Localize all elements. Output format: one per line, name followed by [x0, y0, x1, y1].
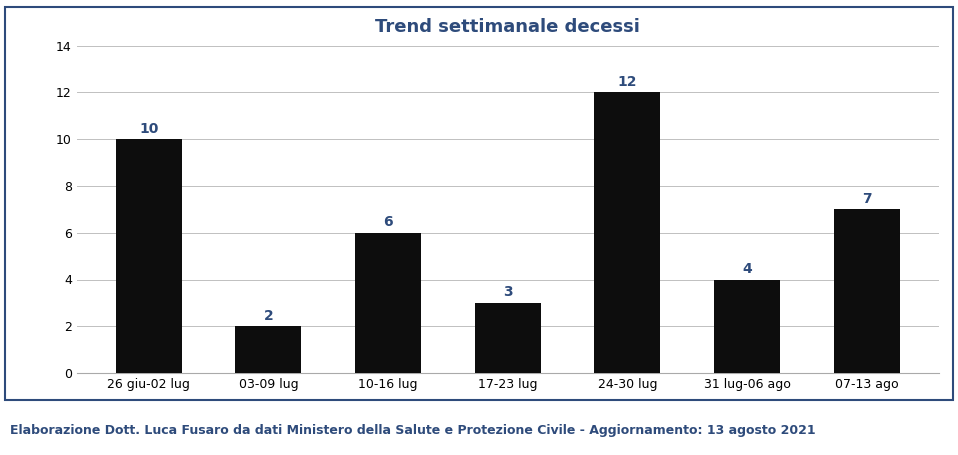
Bar	[595, 92, 660, 373]
Text: 6: 6	[383, 215, 393, 229]
Text: Elaborazione Dott. Luca Fusaro da dati Ministero della Salute e Protezione Civil: Elaborazione Dott. Luca Fusaro da dati M…	[10, 424, 815, 437]
Text: 10: 10	[139, 121, 158, 136]
Bar	[355, 233, 421, 373]
Text: 2: 2	[263, 309, 273, 323]
Bar	[833, 209, 900, 373]
Text: 12: 12	[618, 75, 637, 89]
Bar	[475, 303, 540, 373]
Text: 3: 3	[503, 285, 513, 299]
Title: Trend settimanale decessi: Trend settimanale decessi	[376, 18, 640, 35]
Text: 7: 7	[862, 192, 872, 206]
Bar	[116, 139, 182, 373]
Bar	[236, 326, 302, 373]
Text: 4: 4	[742, 262, 752, 276]
Bar	[714, 279, 780, 373]
